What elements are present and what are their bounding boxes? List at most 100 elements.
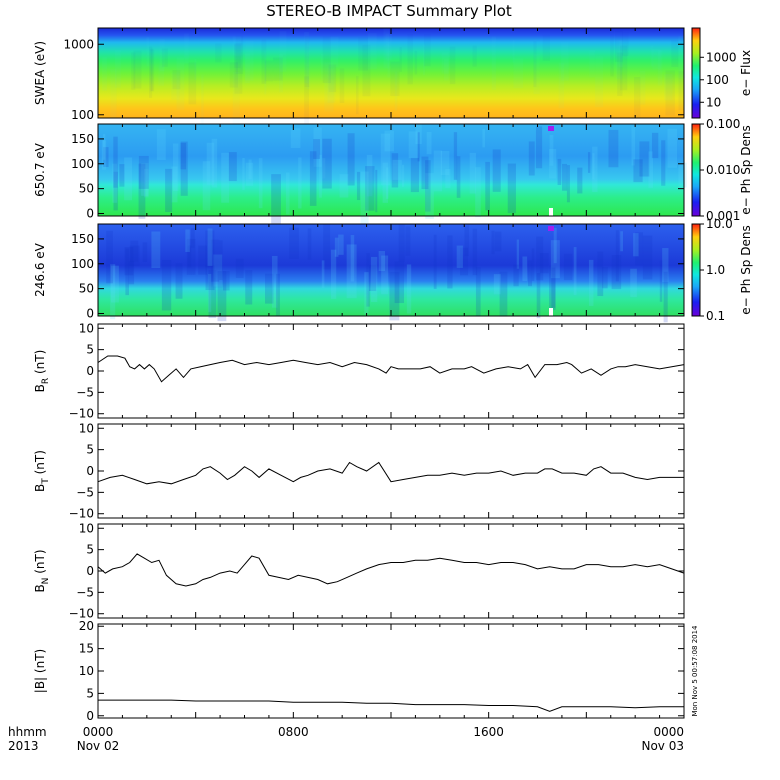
plot-title: STEREO-B IMPACT Summary Plot: [266, 2, 512, 20]
swea-colorbar: [691, 27, 701, 119]
swea-y-tick-label: 1000: [63, 37, 94, 51]
swea-streak: [149, 49, 155, 92]
pad246-streak: [207, 228, 213, 267]
pad650-streak: [445, 168, 451, 189]
x-tick-label: 1600: [473, 725, 504, 739]
swea-streak: [589, 49, 595, 78]
swea-streak: [171, 72, 180, 100]
pad246-streak: [124, 246, 134, 276]
pad246-streak: [129, 245, 140, 267]
bmag-trace: [98, 699, 684, 712]
pad246-streak: [611, 255, 622, 290]
swea-streak: [513, 58, 524, 89]
pad246-streak: [338, 234, 344, 255]
swea-streak: [322, 36, 332, 84]
pad246-streak: [472, 228, 478, 276]
pad246-streak: [494, 231, 502, 252]
br-y-label-unit: (nT): [33, 350, 47, 378]
pad246-streak: [456, 245, 463, 268]
pad650-streak: [425, 173, 434, 219]
pad650-streak: [103, 134, 106, 160]
pad650-streak: [401, 164, 405, 187]
pad650-streak: [211, 138, 218, 188]
pad246-streak: [323, 224, 331, 270]
swea-streak: [279, 53, 283, 93]
pad650-streak: [360, 171, 369, 224]
pad650-streak: [667, 128, 678, 168]
pad246-spectrogram: [98, 224, 684, 316]
panel-bt: −10 −5 0 5 10 BT (nT): [33, 421, 685, 521]
swea-y-label: SWEA (eV): [33, 41, 47, 105]
bt-y-label-sub: T: [41, 478, 51, 485]
pad246-streak: [219, 240, 223, 280]
swea-streak: [449, 46, 456, 85]
swea-streak: [610, 28, 614, 77]
swea-streak: [657, 49, 663, 86]
swea-streak: [491, 36, 496, 90]
pad650-streak: [408, 131, 418, 159]
swea-streak: [561, 41, 569, 81]
pad650-data-gap: [549, 208, 553, 216]
pad246-streak: [551, 267, 556, 308]
pad246-streak: [142, 242, 148, 262]
pad650-streak: [112, 163, 118, 203]
bn-y-tick-label: 10: [79, 521, 94, 535]
swea-streak: [385, 33, 392, 61]
pad650-streak: [386, 167, 389, 199]
swea-spectrogram: [98, 28, 684, 118]
pad246-streak: [307, 228, 312, 260]
pad650-streak: [549, 149, 557, 179]
swea-colorbar-tick-label: 1000: [706, 50, 737, 64]
swea-streak: [533, 54, 540, 95]
pad246-streak: [475, 267, 481, 316]
pad246-streak: [516, 239, 519, 269]
swea-streak: [390, 61, 400, 97]
pad650-colorbar-tick-label: 0.100: [706, 117, 740, 131]
swea-streak: [304, 76, 309, 124]
swea-streak: [615, 30, 623, 62]
bmag-y-tick-label: 5: [86, 686, 94, 700]
swea-streak: [394, 71, 398, 111]
swea-streak: [424, 34, 431, 67]
pad246-streak: [110, 264, 116, 320]
swea-streak: [619, 45, 628, 91]
pad246-streak: [550, 240, 560, 279]
pad650-streak: [639, 141, 650, 177]
swea-streak: [232, 36, 242, 56]
swea-streak: [102, 56, 107, 91]
bn-y-label-unit: (nT): [33, 549, 47, 577]
br-y-label: BR (nT): [33, 350, 51, 393]
x-tick-label: 0000: [83, 725, 114, 739]
pad650-streak: [119, 164, 125, 187]
pad650-streak: [245, 162, 254, 186]
pad650-streak: [172, 143, 179, 191]
pad246-spike: [548, 226, 554, 231]
pad246-streak: [602, 267, 608, 289]
pad246-streak: [378, 251, 386, 272]
pad650-streak: [631, 126, 636, 166]
pad246-streak: [597, 251, 604, 297]
pad246-streak: [615, 230, 619, 282]
pad650-y-label: 650.7 eV: [33, 142, 47, 197]
swea-streak: [188, 62, 197, 105]
pad650-streak: [103, 147, 109, 167]
pad246-streak: [245, 270, 253, 305]
pad246-streak: [186, 238, 196, 275]
pad650-streak: [421, 156, 429, 190]
pad650-streak: [426, 131, 432, 155]
swea-streak: [387, 41, 390, 78]
pad246-streak: [531, 248, 535, 281]
pad246-streak: [563, 253, 573, 281]
pad650-streak: [384, 130, 394, 152]
pad650-y-tick-label: 50: [79, 182, 94, 196]
swea-streak: [264, 50, 267, 95]
swea-streak: [558, 62, 565, 109]
pad650-streak: [101, 140, 107, 170]
pad650-y-tick-label: 100: [71, 157, 94, 171]
pad650-streak: [138, 155, 149, 189]
pad650-streak: [365, 166, 375, 211]
pad246-streak: [331, 249, 337, 299]
pad650-streak: [562, 163, 568, 191]
pad246-streak: [366, 253, 370, 307]
